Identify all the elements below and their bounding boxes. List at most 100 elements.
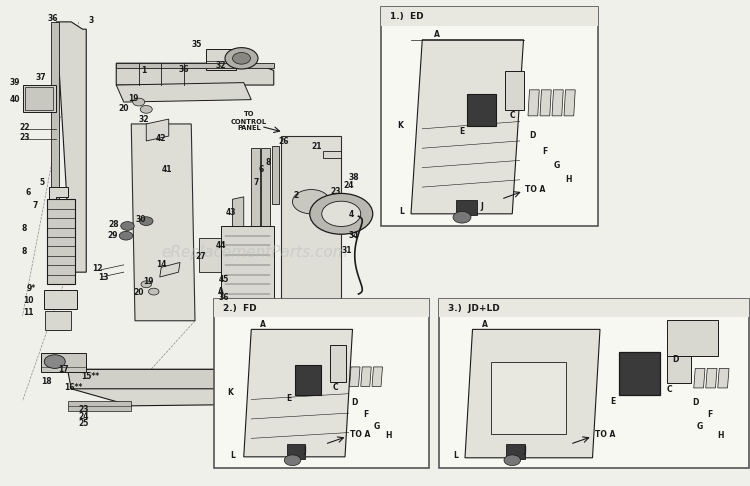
- Polygon shape: [552, 90, 563, 116]
- Bar: [668, 340, 692, 383]
- Text: 27: 27: [196, 252, 206, 261]
- Text: 30: 30: [136, 215, 146, 224]
- Bar: [41, 353, 86, 372]
- Polygon shape: [116, 63, 274, 85]
- Text: E: E: [286, 394, 291, 403]
- Text: 8: 8: [21, 224, 27, 233]
- Text: 38: 38: [349, 173, 359, 182]
- Bar: [214, 299, 429, 468]
- Circle shape: [141, 281, 152, 288]
- Circle shape: [226, 380, 254, 398]
- Text: 10: 10: [23, 296, 34, 305]
- Text: 32: 32: [139, 115, 149, 123]
- Text: 8: 8: [266, 158, 272, 167]
- Bar: [46, 199, 75, 284]
- Polygon shape: [251, 148, 260, 272]
- Polygon shape: [68, 401, 131, 411]
- Text: 19: 19: [143, 278, 154, 286]
- Text: 15**: 15**: [81, 372, 99, 381]
- Text: H: H: [386, 432, 392, 440]
- Polygon shape: [68, 369, 345, 389]
- Text: 2.)  FD: 2.) FD: [223, 304, 256, 312]
- Bar: [295, 365, 321, 396]
- Text: 9*: 9*: [27, 284, 36, 293]
- Text: TO
CONTROL
PANEL: TO CONTROL PANEL: [231, 111, 267, 132]
- Text: 8: 8: [21, 247, 27, 256]
- Text: A: A: [434, 30, 440, 38]
- Circle shape: [225, 48, 258, 69]
- Text: 19: 19: [128, 94, 139, 103]
- Bar: [505, 71, 524, 110]
- Text: L: L: [453, 451, 458, 460]
- Text: 7: 7: [254, 178, 260, 187]
- Polygon shape: [281, 136, 341, 311]
- Text: 7: 7: [32, 201, 38, 209]
- Polygon shape: [160, 262, 180, 277]
- Bar: [286, 444, 305, 459]
- Circle shape: [453, 211, 471, 223]
- Text: eReplacementParts.com: eReplacementParts.com: [162, 245, 348, 260]
- Text: 41: 41: [161, 165, 172, 174]
- Polygon shape: [51, 22, 59, 272]
- Text: A: A: [260, 320, 266, 329]
- Text: 3.)  JD+LD: 3.) JD+LD: [448, 304, 500, 312]
- Polygon shape: [56, 22, 86, 272]
- Polygon shape: [322, 151, 341, 158]
- Text: 36: 36: [47, 14, 58, 23]
- Text: G: G: [554, 161, 560, 171]
- Text: 1.)  ED: 1.) ED: [390, 12, 424, 21]
- Text: 23: 23: [79, 405, 89, 414]
- Text: F: F: [542, 147, 547, 156]
- Text: 24: 24: [79, 412, 89, 421]
- Text: K: K: [227, 388, 233, 397]
- Circle shape: [310, 193, 373, 234]
- Bar: [467, 94, 496, 126]
- Text: 37: 37: [36, 73, 46, 82]
- Polygon shape: [694, 368, 705, 388]
- Bar: [619, 352, 660, 396]
- Text: 39: 39: [10, 78, 20, 87]
- Text: 40: 40: [10, 95, 20, 104]
- Text: E: E: [459, 127, 464, 137]
- Text: D: D: [352, 399, 358, 407]
- Text: 21: 21: [311, 142, 322, 151]
- Polygon shape: [564, 90, 575, 116]
- Circle shape: [133, 98, 145, 106]
- Text: 36: 36: [218, 293, 229, 302]
- Bar: [491, 363, 566, 434]
- Text: A: A: [218, 287, 224, 296]
- Bar: [381, 7, 598, 226]
- Text: 4: 4: [348, 210, 354, 219]
- Polygon shape: [706, 368, 717, 388]
- Text: 31: 31: [341, 246, 352, 255]
- Bar: [456, 200, 477, 215]
- Text: J: J: [481, 202, 484, 211]
- Polygon shape: [221, 226, 274, 316]
- Text: J: J: [304, 446, 307, 455]
- Text: L: L: [230, 451, 235, 460]
- Text: 28: 28: [109, 220, 119, 229]
- Polygon shape: [465, 330, 600, 458]
- Text: 22: 22: [20, 123, 30, 132]
- Text: 45: 45: [218, 275, 229, 284]
- Polygon shape: [718, 368, 729, 388]
- Text: F: F: [363, 411, 369, 419]
- Polygon shape: [540, 90, 551, 116]
- Bar: [668, 320, 718, 356]
- Polygon shape: [131, 124, 195, 321]
- Text: 43: 43: [226, 208, 236, 217]
- Text: TO A: TO A: [350, 431, 370, 439]
- Text: 34: 34: [349, 231, 359, 240]
- Text: 6: 6: [26, 189, 31, 197]
- Text: 26: 26: [278, 138, 289, 146]
- Text: 14: 14: [156, 260, 166, 269]
- Bar: [506, 444, 525, 459]
- Text: C: C: [667, 385, 673, 394]
- Text: 29: 29: [107, 231, 118, 240]
- Text: 25: 25: [79, 419, 89, 428]
- Text: 42: 42: [156, 134, 166, 143]
- Polygon shape: [244, 330, 352, 457]
- Text: 20: 20: [118, 104, 129, 113]
- Text: 35: 35: [191, 40, 202, 49]
- Polygon shape: [206, 49, 236, 70]
